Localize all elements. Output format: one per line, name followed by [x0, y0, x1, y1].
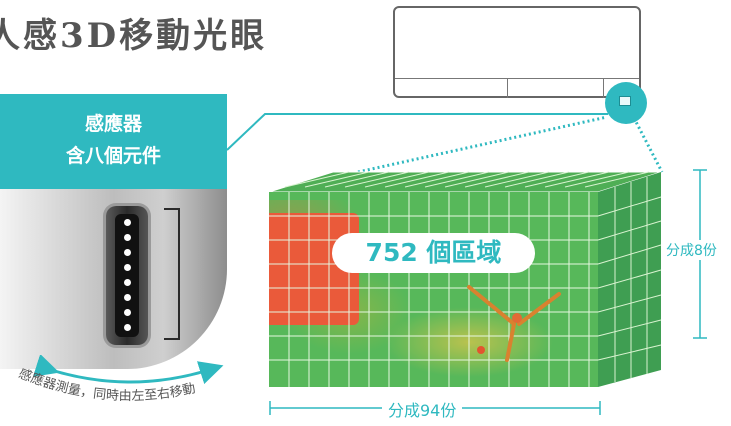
air-conditioner-illustration	[393, 6, 641, 98]
double-arrow-icon	[32, 355, 224, 385]
page-title: 人感3D移動光眼	[0, 16, 268, 56]
zone-count-badge: 752 個區域	[332, 233, 535, 273]
grid-front-lines	[269, 192, 598, 387]
sensor-panel-line2: 含八個元件	[65, 145, 161, 167]
sensor-icon	[619, 96, 631, 106]
grid-block-side-top	[268, 171, 662, 387]
columns-dimension-label: 分成94份	[382, 397, 463, 421]
rows-dimension-label: 分成8份	[664, 240, 719, 260]
sensor-bracket	[164, 208, 180, 340]
sensor-panel-header	[0, 94, 227, 189]
scan-direction-caption: 感應器測量，同時由左至右移動	[16, 355, 224, 404]
sensor-element-strip	[115, 214, 139, 337]
sensor-panel-line1: 感應器	[84, 113, 142, 135]
sensor-panel-text: 感應器 含八個元件	[0, 108, 227, 172]
